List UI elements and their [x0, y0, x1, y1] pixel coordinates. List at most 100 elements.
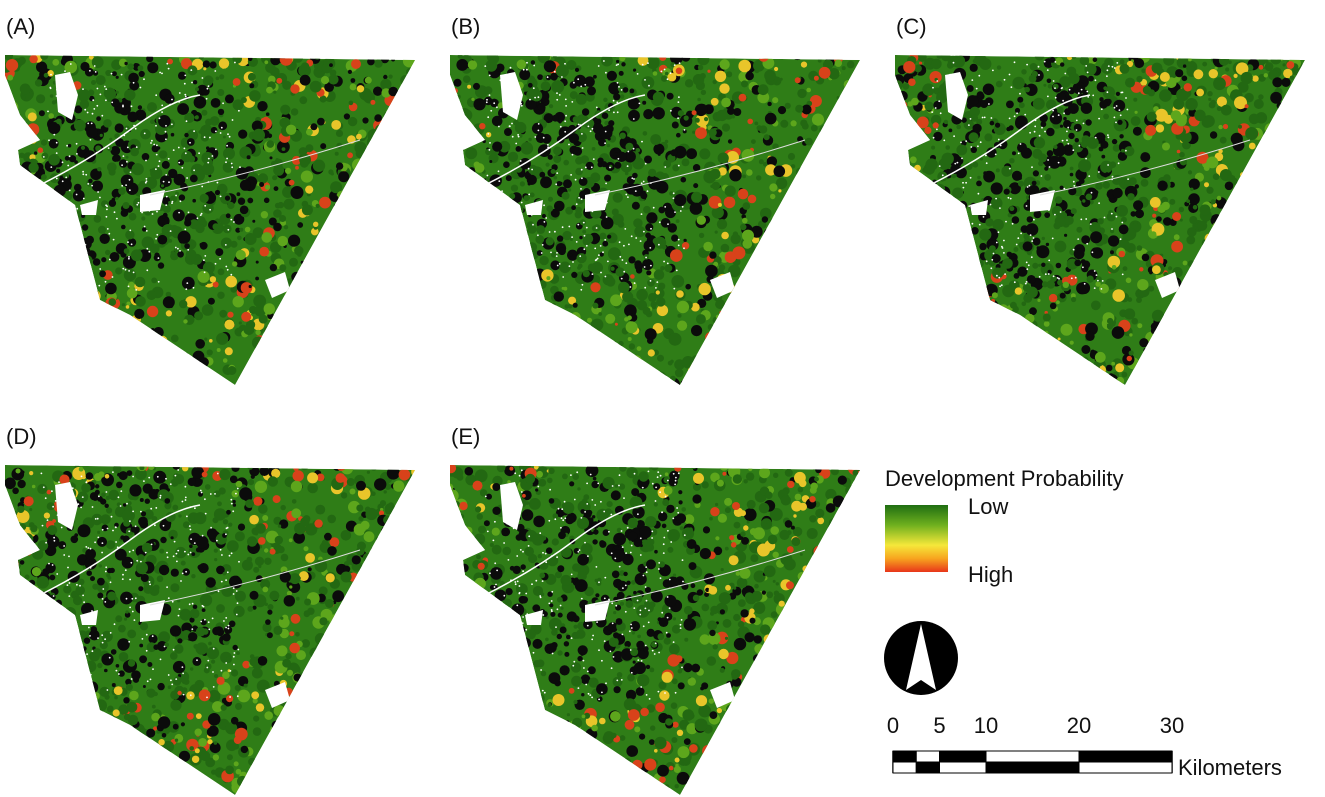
- map-patch: [27, 363, 31, 367]
- map-patch: [792, 50, 802, 60]
- map-speck: [526, 62, 528, 64]
- map-patch: [485, 238, 496, 249]
- map-patch: [1112, 188, 1122, 198]
- map-patch: [142, 236, 154, 248]
- map-patch: [708, 324, 714, 330]
- map-patch: [979, 348, 989, 358]
- map-patch: [477, 354, 488, 365]
- map-patch: [15, 173, 23, 181]
- map-patch: [770, 272, 778, 280]
- map-patch: [935, 354, 940, 359]
- map-patch: [11, 193, 17, 199]
- map-patch: [905, 292, 915, 302]
- map-patch: [383, 111, 394, 122]
- map-patch: [725, 251, 737, 263]
- map-patch: [610, 294, 622, 306]
- map-patch: [1176, 115, 1187, 126]
- map-patch: [458, 231, 463, 236]
- map-patch: [288, 235, 300, 247]
- map-patch: [38, 147, 44, 153]
- map-patch: [721, 244, 730, 253]
- map-patch: [839, 334, 846, 341]
- map-patch: [227, 312, 233, 318]
- map-patch: [1014, 273, 1020, 279]
- map-patch: [1281, 218, 1290, 227]
- map-speck: [76, 208, 78, 210]
- map-patch: [821, 304, 832, 315]
- map-patch: [479, 231, 490, 242]
- map-patch: [830, 319, 839, 328]
- map-patch: [767, 256, 775, 264]
- map-patch: [1253, 220, 1257, 224]
- map-patch: [198, 271, 210, 283]
- panel-label: (B): [451, 14, 480, 39]
- map-patch: [291, 108, 298, 115]
- map-patch: [811, 178, 817, 184]
- map-patch: [945, 195, 955, 205]
- map-patch: [244, 324, 255, 335]
- map-patch: [853, 122, 859, 128]
- map-patch: [65, 265, 71, 271]
- map-patch: [956, 299, 968, 311]
- map-speck: [598, 254, 600, 256]
- map-patch: [782, 203, 789, 210]
- map-patch: [559, 262, 571, 274]
- map-speck: [493, 102, 495, 104]
- map-patch: [463, 245, 473, 255]
- map-patch: [972, 374, 977, 379]
- map-speck: [977, 277, 979, 279]
- map-patch: [1058, 354, 1062, 358]
- map-patch: [676, 219, 680, 223]
- map-patch: [364, 279, 370, 285]
- map-speck: [954, 163, 956, 165]
- map-speck: [1127, 178, 1129, 180]
- map-patch: [1275, 240, 1280, 245]
- map-patch: [328, 345, 334, 351]
- map-patch: [285, 290, 296, 301]
- map-speck: [48, 139, 50, 141]
- map-patch: [296, 314, 307, 325]
- map-speck: [1114, 67, 1116, 69]
- map-speck: [1107, 164, 1109, 166]
- map-patch: [789, 272, 792, 275]
- map-patch: [519, 134, 523, 138]
- map-patch: [769, 380, 777, 388]
- map-patch: [557, 235, 563, 241]
- map-patch: [490, 264, 502, 276]
- map-patch: [769, 236, 772, 239]
- map-speck: [1073, 181, 1075, 183]
- map-speck: [643, 231, 645, 233]
- map-speck: [667, 78, 669, 80]
- map-speck: [1094, 270, 1096, 272]
- map-patch: [1085, 119, 1091, 125]
- map-patch: [291, 186, 304, 199]
- map-patch: [899, 103, 906, 110]
- map-patch: [134, 63, 137, 66]
- map-patch: [577, 338, 589, 350]
- map-patch: [343, 311, 349, 317]
- map-patch: [656, 297, 665, 306]
- map-patch: [190, 367, 196, 373]
- map-patch: [1304, 358, 1312, 366]
- map-patch: [1292, 233, 1297, 238]
- map-patch: [571, 272, 577, 278]
- map-patch: [851, 303, 858, 310]
- map-patch: [84, 284, 94, 294]
- map-patch: [1034, 362, 1046, 374]
- map-patch: [1270, 92, 1282, 104]
- map-patch: [449, 223, 461, 235]
- map-patch: [193, 371, 197, 375]
- map-patch: [165, 374, 173, 382]
- map-patch: [406, 293, 416, 303]
- map-patch: [110, 252, 120, 262]
- map-speck: [518, 136, 520, 138]
- map-patch: [336, 130, 343, 137]
- map-patch: [240, 180, 251, 191]
- map-speck: [106, 205, 108, 207]
- map-patch: [351, 78, 356, 83]
- map-patch: [940, 280, 951, 291]
- map-patch: [1050, 57, 1056, 63]
- map-patch: [447, 366, 451, 370]
- map-speck: [1111, 228, 1113, 230]
- map-patch: [395, 147, 400, 152]
